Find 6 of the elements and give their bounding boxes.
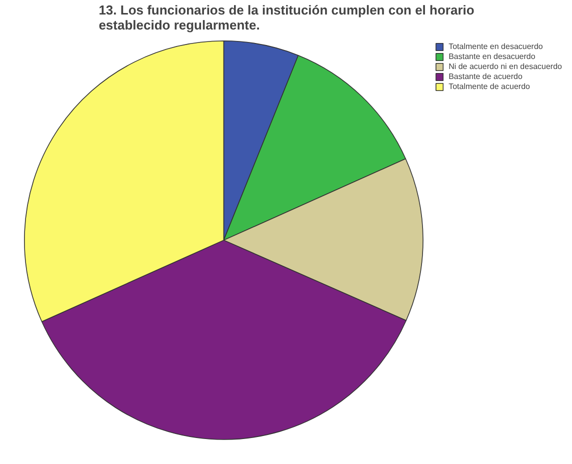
- chart-title: 13. Los funcionarios de la institución cumplen con el horario establecido regularmente.: [98, 2, 474, 32]
- legend-label: Bastante en desacuerdo: [448, 52, 536, 61]
- legend-label: Bastante de acuerdo: [448, 72, 522, 81]
- legend-label: Totalmente de acuerdo: [448, 82, 530, 91]
- legend-label: Totalmente en desacuerdo: [448, 42, 543, 51]
- legend-label: Ni de acuerdo ni en desacuerdo: [448, 62, 562, 71]
